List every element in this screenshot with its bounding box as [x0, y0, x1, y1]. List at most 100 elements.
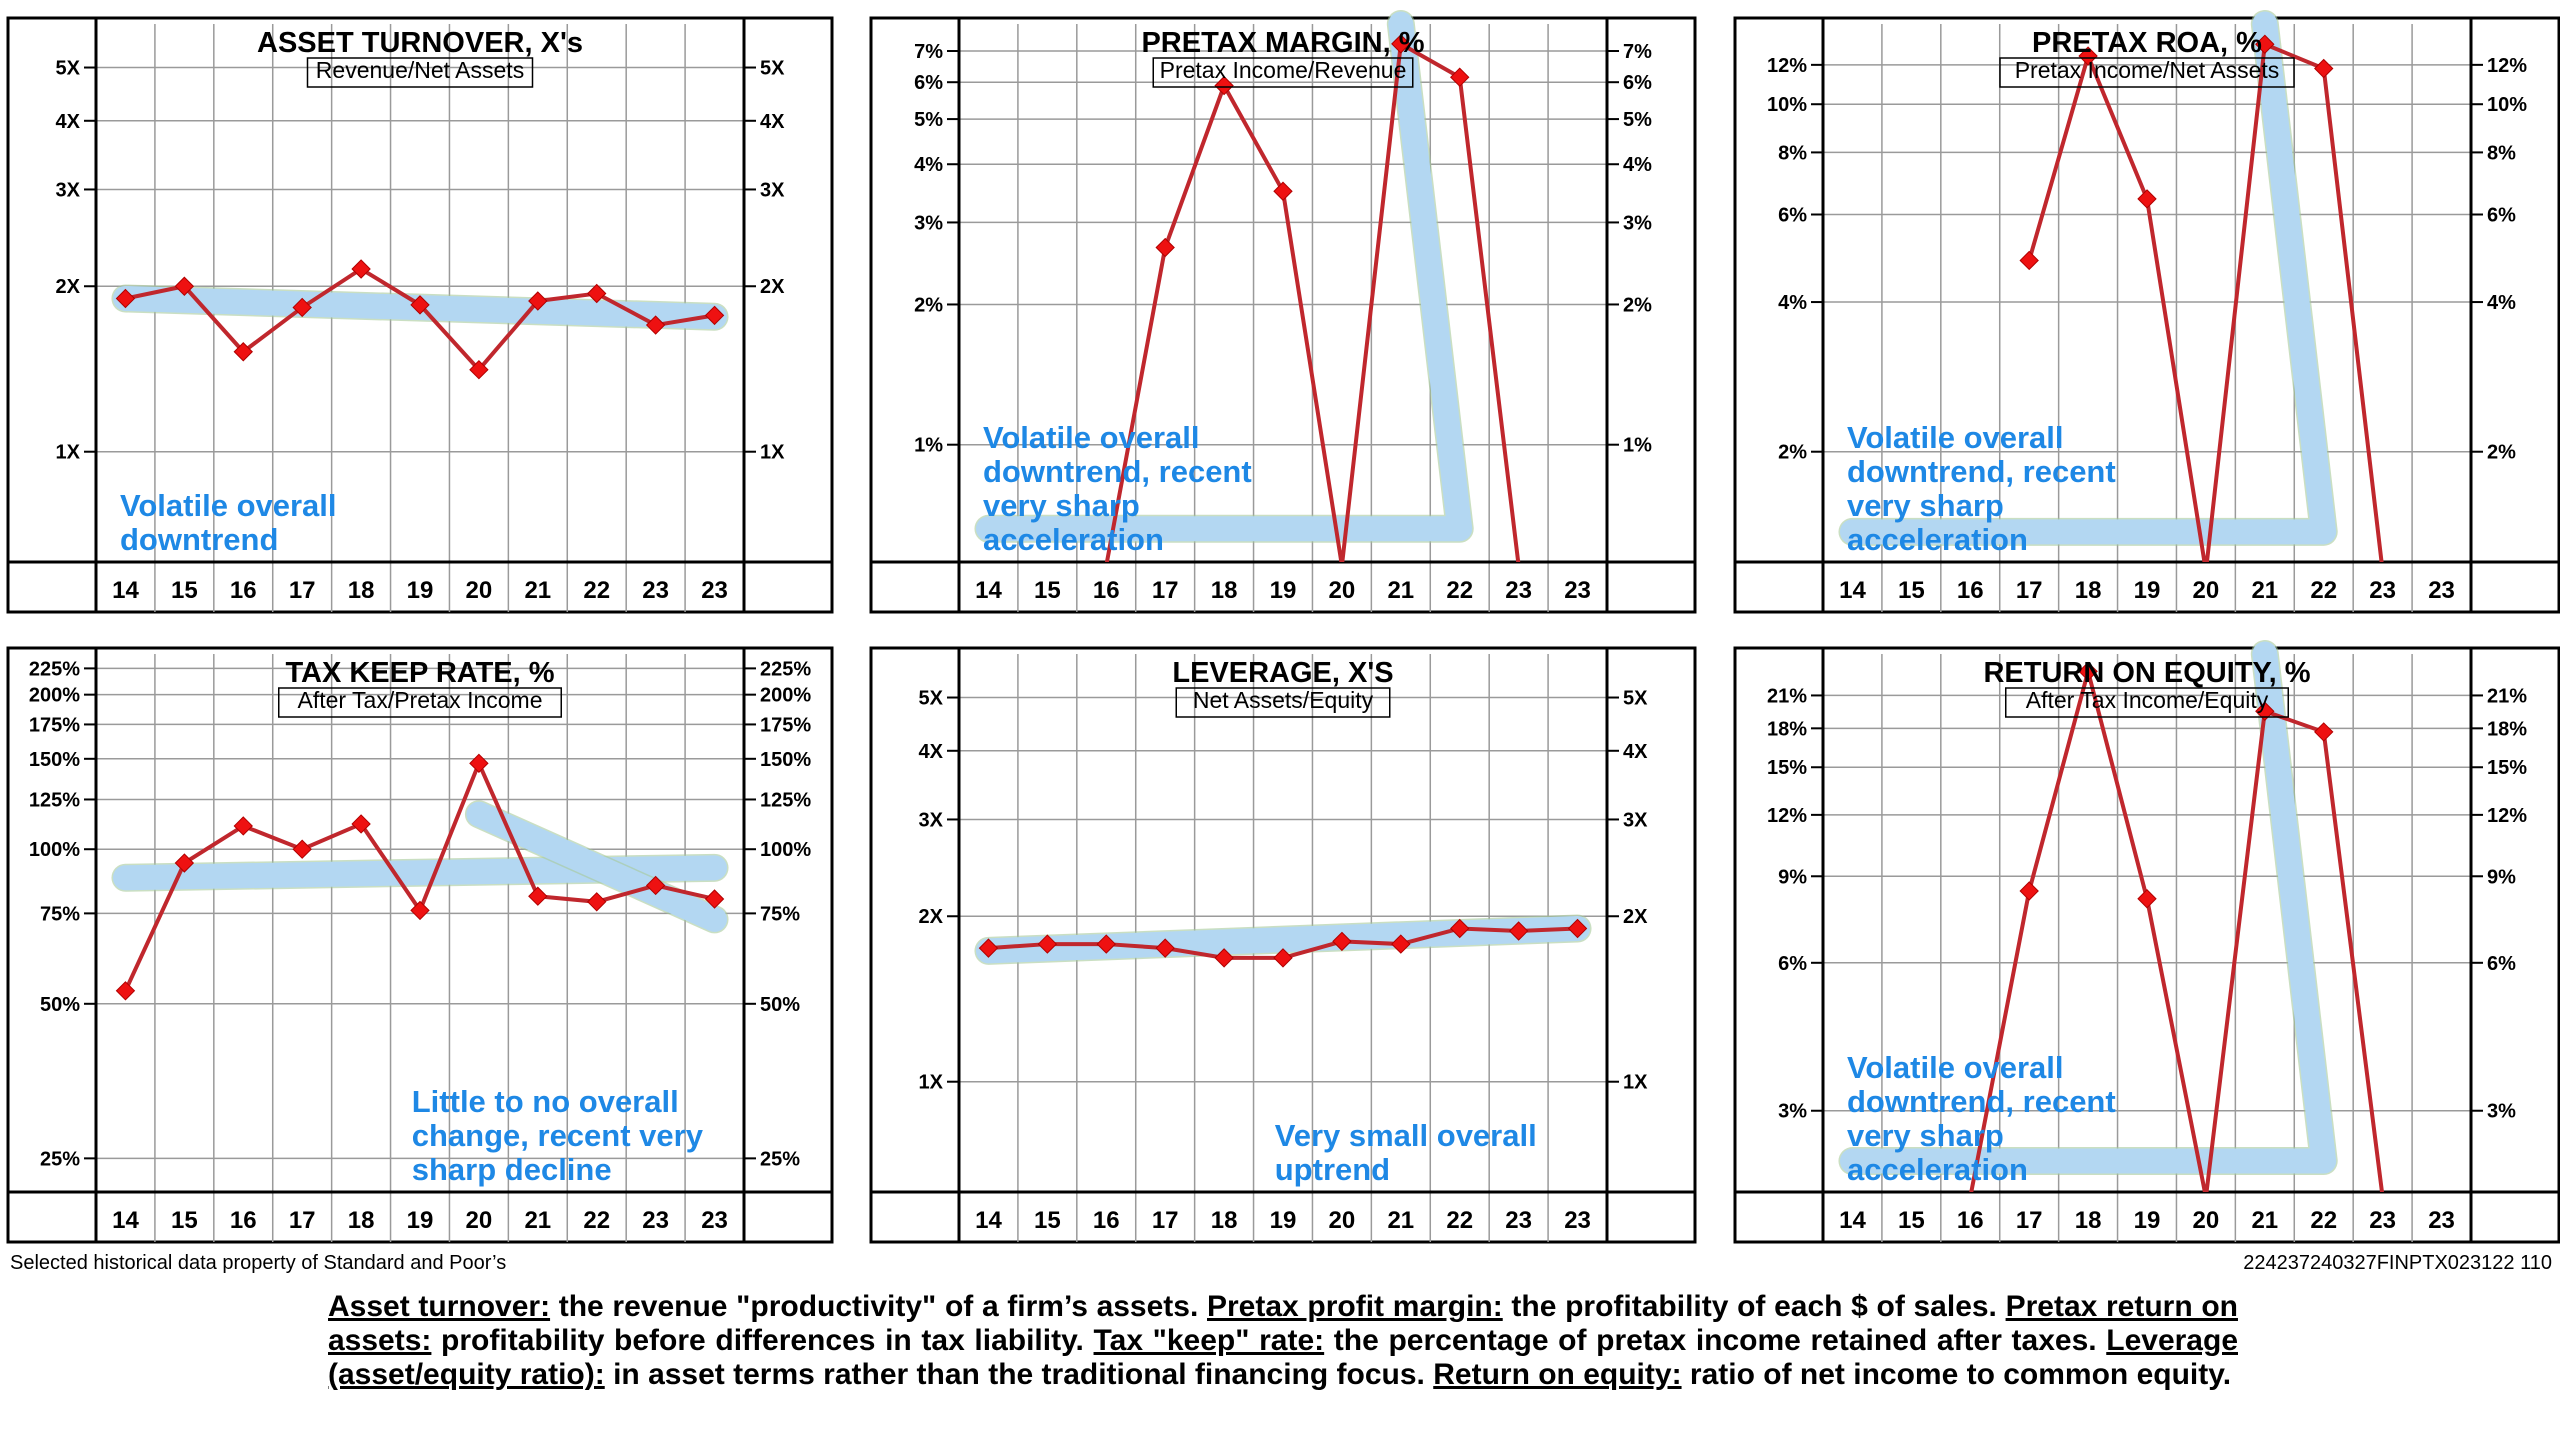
x-tick-label: 16 [1093, 1207, 1120, 1234]
x-tick-label: 23 [701, 1207, 728, 1234]
y-tick-label-left: 7% [914, 41, 943, 63]
chart-tax-keep-rate: 225% 225% 200% 200% 175% 175% 150% 150% 125% 125%… [6, 646, 834, 1244]
data-point-marker [2255, 34, 2275, 54]
data-point-marker [2019, 881, 2039, 901]
data-point-marker [528, 886, 548, 906]
chart-annotation: very sharp [1847, 488, 2004, 523]
x-tick-label: 18 [348, 577, 375, 604]
chart-pretax-roa: 12% 12% 10% 10% 8% 8% 6% 6% 4% 4% 2% 2% 14 15 16 17 18 19… [1733, 10, 2560, 614]
data-point-marker [2137, 889, 2157, 909]
y-tick-label-left: 5% [914, 109, 943, 131]
data-point-marker [174, 853, 195, 873]
data-point-marker [115, 288, 136, 309]
chart-annotation: very sharp [1847, 1118, 2004, 1153]
chart-annotation: downtrend, recent [1847, 1084, 2116, 1119]
y-tick-label-left: 15% [1767, 757, 1807, 779]
chart-annotation: Very small overall [1275, 1118, 1537, 1153]
x-tick-label: 23 [642, 1207, 669, 1234]
data-point-marker [1273, 181, 1293, 201]
data-point-marker [2255, 701, 2275, 721]
data-point-marker [1273, 948, 1293, 968]
chart-title: ASSET TURNOVER, X's [257, 27, 583, 59]
x-tick-label: 23 [642, 577, 669, 604]
data-point-marker [1332, 931, 1352, 952]
chart-annotation: acceleration [1847, 522, 2028, 557]
y-tick-label-right: 2X [760, 276, 785, 298]
data-point-marker [2078, 661, 2098, 682]
glossary-text: in asset terms rather than the tradition… [604, 1358, 1434, 1391]
x-tick-label: 18 [1211, 577, 1238, 604]
chart-subtitle: Revenue/Net Assets [316, 57, 524, 83]
y-tick-label-right: 6% [2487, 953, 2516, 975]
y-tick-label-right: 225% [760, 658, 811, 680]
y-tick-label-right: 18% [2487, 718, 2527, 740]
x-tick-label: 23 [1505, 577, 1532, 604]
trend-band [975, 915, 1591, 964]
y-tick-label-right: 4X [760, 111, 785, 133]
y-tick-label-right: 3% [1623, 212, 1652, 234]
x-tick-label: 19 [407, 577, 434, 604]
y-tick-label-right: 200% [760, 685, 811, 707]
chart-annotation: uptrend [1275, 1152, 1390, 1187]
y-tick-label-right: 3X [760, 179, 785, 201]
source-note: Selected historical data property of Sta… [10, 1252, 507, 1274]
x-tick-label: 16 [1957, 577, 1984, 604]
x-tick-label: 14 [1839, 577, 1866, 604]
data-point-marker [469, 359, 489, 380]
data-point-marker [233, 816, 253, 836]
y-tick-label-right: 12% [2487, 805, 2527, 827]
x-tick-label: 15 [1898, 1207, 1925, 1234]
chart-annotation: very sharp [983, 488, 1140, 523]
y-tick-label-left: 12% [1767, 55, 1807, 77]
trend-band-secondary [466, 801, 728, 932]
y-tick-label-left: 12% [1767, 805, 1807, 827]
data-point-marker [645, 875, 666, 896]
x-tick-label: 21 [524, 1207, 551, 1234]
chart-annotation: acceleration [983, 522, 1164, 557]
glossary-term: Return on equity: [1433, 1358, 1682, 1391]
x-tick-label: 15 [1898, 577, 1925, 604]
x-tick-label: 16 [230, 1207, 257, 1234]
glossary-term: Pretax return on assets: [328, 1290, 2238, 1357]
data-point-marker [292, 297, 312, 318]
x-tick-label: 22 [1446, 1207, 1473, 1234]
x-tick-label: 18 [2075, 1207, 2102, 1234]
data-point-marker [645, 315, 666, 335]
glossary-term: Leverage (asset/equity ratio): [328, 1324, 2238, 1391]
data-point-marker [233, 342, 253, 362]
data-point-marker [469, 753, 489, 774]
y-tick-label-left: 175% [29, 714, 80, 736]
x-tick-label: 16 [1093, 577, 1120, 604]
data-point-marker [174, 276, 195, 296]
x-tick-label: 23 [2428, 1207, 2455, 1234]
y-tick-label-left: 225% [29, 658, 80, 680]
glossary-text: the revenue "productivity" of a firm’s a… [550, 1290, 1207, 1323]
data-point-marker [1508, 921, 1529, 941]
chart-subtitle: After Tax Income/Equity [2026, 687, 2269, 713]
data-point-marker [1096, 934, 1116, 954]
data-point-marker [1391, 934, 1411, 954]
y-tick-label-right: 9% [2487, 866, 2516, 888]
x-tick-label: 23 [2428, 577, 2455, 604]
data-point-marker [292, 839, 312, 859]
x-tick-label: 21 [524, 577, 551, 604]
y-tick-label-right: 50% [760, 994, 800, 1016]
data-point-marker [1214, 948, 1234, 968]
y-tick-label-right: 4X [1623, 741, 1648, 763]
y-tick-label-right: 10% [2487, 94, 2527, 116]
x-tick-label: 15 [171, 1207, 198, 1234]
y-tick-label-left: 21% [1767, 685, 1807, 707]
x-tick-label: 14 [1839, 1207, 1866, 1234]
chart-frame [869, 16, 1697, 614]
y-tick-label-left: 6% [1778, 953, 1807, 975]
data-point-marker [528, 291, 548, 311]
y-tick-label-right: 6% [1623, 72, 1652, 94]
x-tick-label: 14 [975, 1207, 1002, 1234]
chart-annotation: Volatile overall [1847, 420, 2064, 455]
data-point-marker [2314, 722, 2334, 742]
data-point-marker [1037, 934, 1058, 954]
glossary-term: Tax "keep" rate: [1093, 1324, 1325, 1357]
y-tick-label-left: 18% [1767, 718, 1807, 740]
y-tick-label-right: 5X [760, 58, 785, 80]
